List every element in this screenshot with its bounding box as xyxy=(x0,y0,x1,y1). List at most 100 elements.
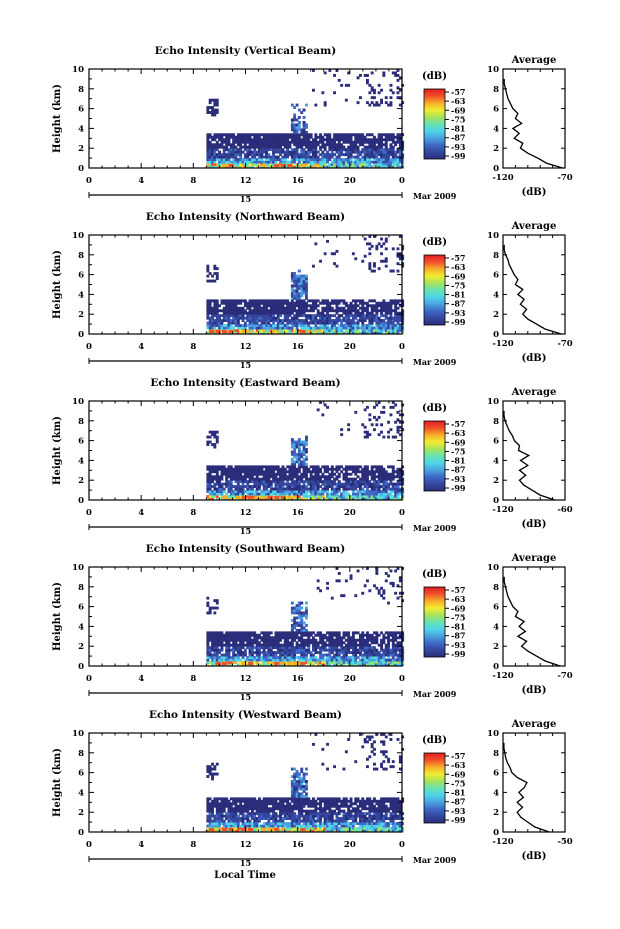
x-tick-label: 0 xyxy=(399,674,405,684)
day-label: 15 xyxy=(240,858,251,868)
date-label: Mar 2009 xyxy=(413,357,457,367)
date-label: Mar 2009 xyxy=(413,689,457,699)
colorbar-gradient xyxy=(423,88,446,160)
panel-4: Echo Intensity (Southward Beam) Height (k… xyxy=(52,543,573,702)
colorbar: (dB) -57-63-69-75-81-87-93-99 xyxy=(422,735,466,825)
panel-3: Echo Intensity (Eastward Beam) Height (km… xyxy=(52,377,573,536)
profile-title: Average xyxy=(511,719,557,730)
y-tick-label: 10 xyxy=(72,231,84,241)
x-tick-label: 20 xyxy=(344,508,356,518)
y-tick-label: 2 xyxy=(78,808,84,818)
profile-y-tick-label: 6 xyxy=(493,437,499,447)
colorbar-tick-label: -93 xyxy=(451,142,466,152)
colorbar: (dB) -57-63-69-75-81-87-93-99 xyxy=(422,237,466,327)
x-tick-label: 8 xyxy=(190,342,196,352)
day-label: 15 xyxy=(240,194,251,204)
y-tick-label: 4 xyxy=(78,124,84,134)
colorbar-tick-label: -69 xyxy=(451,437,466,447)
heatmap-cells xyxy=(206,69,405,169)
y-tick-label: 6 xyxy=(78,769,84,779)
y-tick-label: 8 xyxy=(78,85,84,95)
x-tick-label: 0 xyxy=(399,508,405,518)
colorbar-label: (dB) xyxy=(422,71,447,82)
colorbar-tick-label: -87 xyxy=(451,631,465,641)
date-label: Mar 2009 xyxy=(413,191,457,201)
colorbar-tick-label: -69 xyxy=(451,105,466,115)
panel-title: Echo Intensity (Southward Beam) xyxy=(146,543,345,555)
colorbar-tick-label: -63 xyxy=(451,96,466,106)
colorbar: (dB) -57-63-69-75-81-87-93-99 xyxy=(422,569,466,659)
profile-x-tick-label: -70 xyxy=(557,339,572,349)
colorbar-tick-label: -99 xyxy=(451,483,466,493)
colorbar-tick-label: -63 xyxy=(451,594,466,604)
panel-title: Echo Intensity (Vertical Beam) xyxy=(155,45,336,57)
colorbar-tick-label: -93 xyxy=(451,308,466,318)
y-tick-label: 6 xyxy=(78,105,84,115)
profile-xlabel: (dB) xyxy=(522,187,547,198)
profile-x-tick-label: -70 xyxy=(557,173,572,183)
y-axis-label: Height (km) xyxy=(52,748,63,817)
heatmap-cells xyxy=(206,567,405,667)
colorbar-tick-label: -81 xyxy=(451,456,465,466)
profile-title: Average xyxy=(511,221,557,232)
average-profile: Average 0 2 4 6 8 10 -120 -70 (dB) xyxy=(487,55,573,198)
colorbar-tick-label: -87 xyxy=(451,465,465,475)
x-tick-label: 12 xyxy=(240,840,252,850)
y-tick-label: 0 xyxy=(78,828,84,838)
y-tick-label: 2 xyxy=(78,642,84,652)
y-tick-label: 0 xyxy=(78,496,84,506)
figure-xlabel: Local Time xyxy=(214,870,276,881)
x-tick-label: 0 xyxy=(86,674,92,684)
x-tick-label: 20 xyxy=(344,176,356,186)
y-tick-label: 0 xyxy=(78,164,84,174)
y-tick-label: 4 xyxy=(78,456,84,466)
profile-y-tick-label: 2 xyxy=(493,144,499,154)
y-tick-label: 2 xyxy=(78,310,84,320)
colorbar-tick-label: -75 xyxy=(451,280,465,290)
profile-y-tick-label: 10 xyxy=(487,65,499,75)
colorbar-tick-label: -81 xyxy=(451,788,465,798)
y-tick-label: 0 xyxy=(78,330,84,340)
colorbar-gradient xyxy=(423,586,446,658)
profile-y-tick-label: 2 xyxy=(493,310,499,320)
x-tick-label: 4 xyxy=(138,342,144,352)
x-tick-label: 16 xyxy=(292,342,304,352)
profile-y-tick-label: 8 xyxy=(493,583,499,593)
profile-y-tick-label: 10 xyxy=(487,563,499,573)
profile-y-tick-label: 8 xyxy=(493,417,499,427)
colorbar-gradient xyxy=(423,420,446,492)
x-tick-label: 8 xyxy=(190,674,196,684)
y-axis-label: Height (km) xyxy=(52,250,63,319)
profile-y-tick-label: 6 xyxy=(493,769,499,779)
colorbar-tick-label: -57 xyxy=(451,253,465,263)
x-tick-label: 4 xyxy=(138,508,144,518)
average-profile: Average 0 2 4 6 8 10 -120 -70 (dB) xyxy=(487,553,573,696)
profile-line xyxy=(503,742,550,833)
date-label: Mar 2009 xyxy=(413,523,457,533)
colorbar-tick-label: -69 xyxy=(451,769,466,779)
profile-x-tick-label: -120 xyxy=(492,671,513,681)
x-tick-label: 0 xyxy=(399,840,405,850)
average-profile: Average 0 2 4 6 8 10 -120 -50 (dB) xyxy=(487,719,573,862)
profile-x-tick-label: -120 xyxy=(492,173,513,183)
y-tick-label: 10 xyxy=(72,729,84,739)
colorbar-tick-label: -75 xyxy=(451,114,465,124)
colorbar-tick-label: -63 xyxy=(451,428,466,438)
profile-x-tick-label: -60 xyxy=(557,505,572,515)
x-tick-label: 16 xyxy=(292,176,304,186)
profile-xlabel: (dB) xyxy=(522,519,547,530)
profile-y-tick-label: 0 xyxy=(493,164,499,174)
profile-title: Average xyxy=(511,387,557,398)
y-tick-label: 4 xyxy=(78,622,84,632)
colorbar: (dB) -57-63-69-75-81-87-93-99 xyxy=(422,71,466,161)
profile-y-tick-label: 6 xyxy=(493,105,499,115)
x-tick-label: 12 xyxy=(240,176,252,186)
colorbar-tick-label: -63 xyxy=(451,760,466,770)
profile-frame xyxy=(502,566,566,667)
colorbar-tick-label: -69 xyxy=(451,271,466,281)
profile-y-tick-label: 0 xyxy=(493,496,499,506)
x-tick-label: 0 xyxy=(399,342,405,352)
colorbar-tick-label: -93 xyxy=(451,806,466,816)
colorbar-gradient xyxy=(423,752,446,824)
average-profile: Average 0 2 4 6 8 10 -120 -60 (dB) xyxy=(487,387,573,530)
